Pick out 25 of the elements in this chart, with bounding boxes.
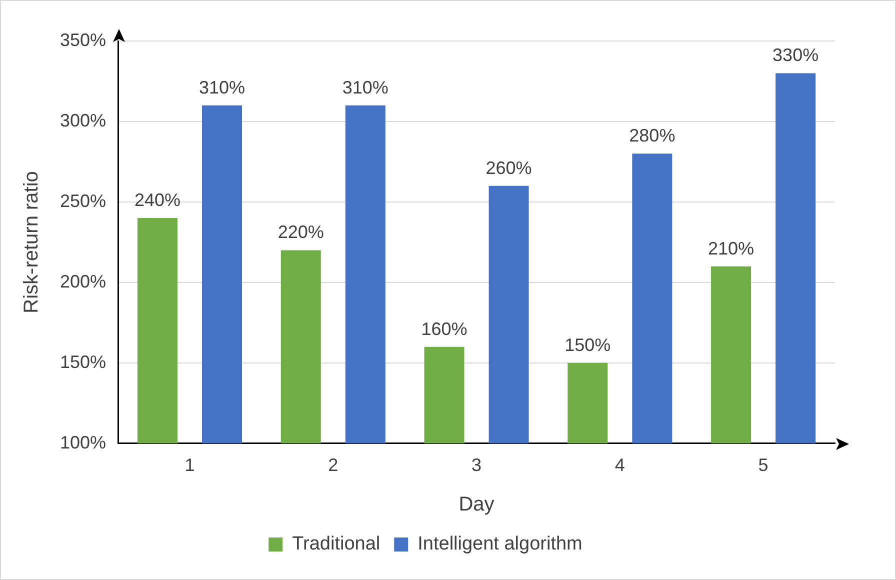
data-label: 220% <box>278 222 324 242</box>
data-label: 240% <box>134 190 180 210</box>
y-tick-label: 250% <box>60 190 106 211</box>
data-label: 260% <box>486 158 532 178</box>
legend-label: Intelligent algorithm <box>418 534 582 555</box>
data-label: 310% <box>342 77 388 98</box>
x-tick-label: 5 <box>758 455 768 476</box>
y-tick-label: 150% <box>60 352 106 372</box>
y-tick-label: 300% <box>60 110 106 130</box>
x-tick-label: 3 <box>472 455 482 476</box>
data-label: 330% <box>772 45 819 66</box>
y-axis-title: Risk-return ratio <box>20 171 43 314</box>
x-tick-label: 2 <box>328 455 338 476</box>
data-label: 160% <box>421 318 468 339</box>
data-label: 310% <box>198 77 246 98</box>
data-label: 280% <box>629 126 676 146</box>
x-axis-title: Day <box>458 494 494 516</box>
y-tick-label: 100% <box>60 432 106 452</box>
data-label: 150% <box>564 334 611 355</box>
y-tick-label: 350% <box>60 30 106 50</box>
legend-label: Traditional <box>292 534 380 555</box>
x-tick-label: 4 <box>614 455 625 476</box>
data-label: 210% <box>708 238 754 258</box>
x-tick-label: 1 <box>184 455 195 476</box>
y-tick-label: 200% <box>60 271 106 292</box>
